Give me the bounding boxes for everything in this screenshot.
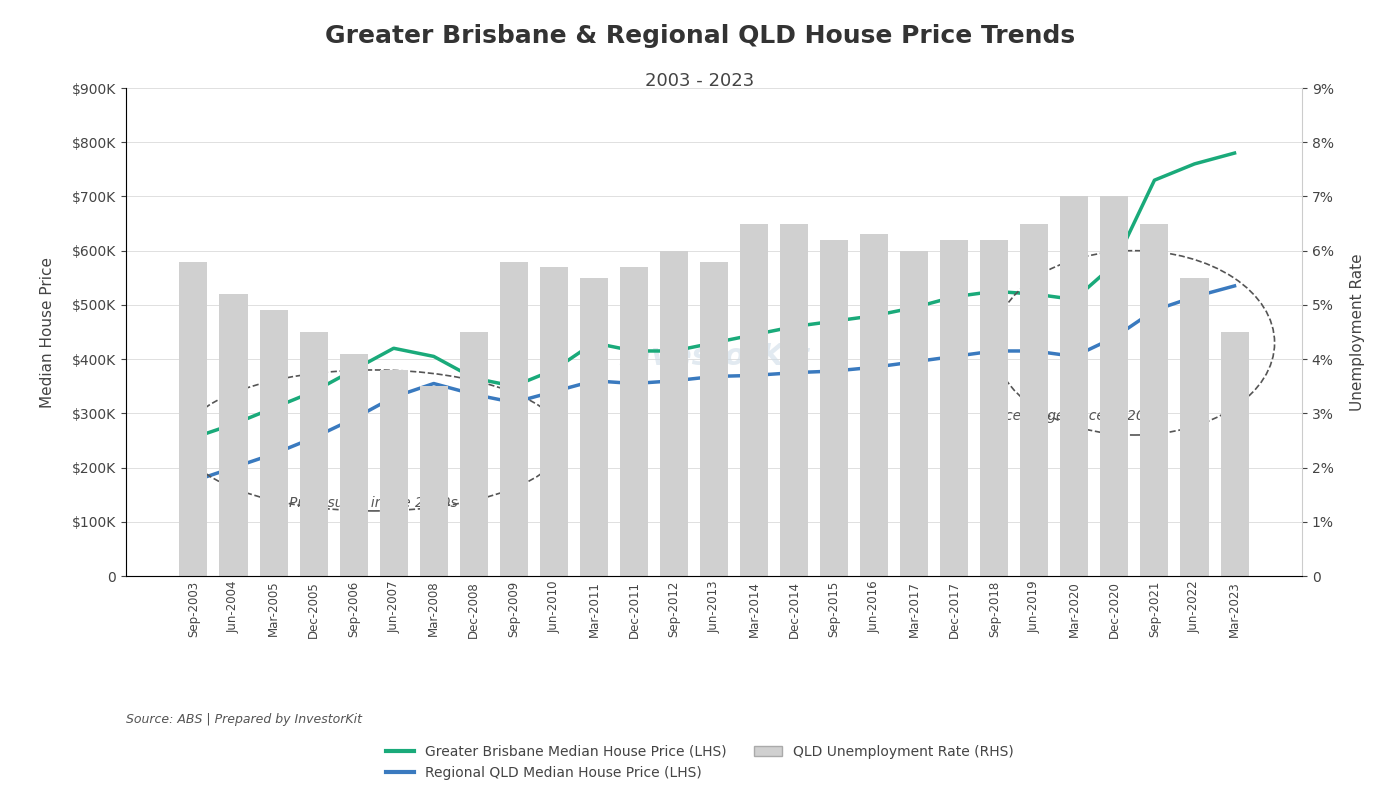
Greater Brisbane Median House Price (LHS) (225, 419, 242, 429)
Greater Brisbane Median House Price (LHS) (505, 382, 522, 391)
Regional QLD Median House Price (LHS) (986, 346, 1002, 356)
Greater Brisbane Median House Price (LHS) (426, 352, 442, 362)
Regional QLD Median House Price (LHS) (346, 414, 363, 423)
Regional QLD Median House Price (LHS) (706, 372, 722, 382)
Text: InvestorKit: InvestorKit (619, 342, 809, 371)
Greater Brisbane Median House Price (LHS) (305, 387, 322, 397)
Bar (1021, 223, 1049, 576)
Greater Brisbane Median House Price (LHS) (465, 374, 482, 383)
Greater Brisbane Median House Price (LHS) (826, 316, 843, 326)
Y-axis label: Unemployment Rate: Unemployment Rate (1351, 253, 1365, 411)
Greater Brisbane Median House Price (LHS) (906, 303, 923, 313)
Bar (179, 262, 207, 576)
Greater Brisbane Median House Price (LHS) (185, 433, 202, 442)
Greater Brisbane Median House Price (LHS) (346, 365, 363, 374)
Regional QLD Median House Price (LHS) (1147, 306, 1163, 315)
Bar (379, 370, 407, 576)
Regional QLD Median House Price (LHS) (865, 362, 882, 372)
Bar (1060, 197, 1088, 576)
Greater Brisbane Median House Price (LHS) (986, 286, 1002, 296)
Regional QLD Median House Price (LHS) (826, 366, 843, 376)
Greater Brisbane Median House Price (LHS) (1026, 290, 1043, 299)
Text: Source: ABS | Prepared by InvestorKit: Source: ABS | Prepared by InvestorKit (126, 713, 363, 726)
Bar (980, 240, 1008, 576)
Bar (580, 278, 608, 576)
Text: Price surge in the 2000s: Price surge in the 2000s (290, 496, 458, 510)
Bar (259, 310, 287, 576)
Text: Price surge since 2020: Price surge since 2020 (987, 409, 1145, 423)
Greater Brisbane Median House Price (LHS) (665, 346, 682, 356)
Regional QLD Median House Price (LHS) (1065, 352, 1082, 362)
Regional QLD Median House Price (LHS) (626, 378, 643, 388)
Regional QLD Median House Price (LHS) (665, 376, 682, 386)
Bar (620, 267, 648, 576)
Bar (780, 223, 808, 576)
Regional QLD Median House Price (LHS) (265, 450, 281, 459)
Greater Brisbane Median House Price (LHS) (865, 311, 882, 321)
Bar (860, 234, 888, 576)
Regional QLD Median House Price (LHS) (546, 387, 563, 397)
Regional QLD Median House Price (LHS) (746, 370, 763, 380)
Greater Brisbane Median House Price (LHS) (385, 343, 402, 353)
Bar (659, 250, 687, 576)
Bar (900, 250, 928, 576)
Greater Brisbane Median House Price (LHS) (1226, 148, 1243, 158)
Greater Brisbane Median House Price (LHS) (1065, 294, 1082, 304)
Greater Brisbane Median House Price (LHS) (1106, 259, 1123, 269)
Regional QLD Median House Price (LHS) (505, 398, 522, 407)
Bar (741, 223, 769, 576)
Bar (1221, 332, 1249, 576)
Regional QLD Median House Price (LHS) (1226, 281, 1243, 290)
Bar (540, 267, 568, 576)
Greater Brisbane Median House Price (LHS) (626, 346, 643, 356)
Line: Greater Brisbane Median House Price (LHS): Greater Brisbane Median House Price (LHS… (193, 153, 1235, 438)
Legend: Greater Brisbane Median House Price (LHS), Regional QLD Median House Price (LHS): Greater Brisbane Median House Price (LHS… (381, 739, 1019, 785)
Bar (820, 240, 848, 576)
Greater Brisbane Median House Price (LHS) (946, 292, 963, 302)
Greater Brisbane Median House Price (LHS) (585, 338, 602, 348)
Regional QLD Median House Price (LHS) (1026, 346, 1043, 356)
Regional QLD Median House Price (LHS) (385, 392, 402, 402)
Regional QLD Median House Price (LHS) (225, 462, 242, 472)
Greater Brisbane Median House Price (LHS) (1186, 159, 1203, 169)
Greater Brisbane Median House Price (LHS) (746, 330, 763, 339)
Bar (340, 354, 368, 576)
Y-axis label: Median House Price: Median House Price (41, 257, 56, 407)
Text: 2003 - 2023: 2003 - 2023 (645, 72, 755, 90)
Greater Brisbane Median House Price (LHS) (546, 365, 563, 374)
Bar (300, 332, 328, 576)
Bar (1180, 278, 1208, 576)
Bar (459, 332, 487, 576)
Bar (500, 262, 528, 576)
Bar (420, 386, 448, 576)
Regional QLD Median House Price (LHS) (185, 476, 202, 486)
Text: Greater Brisbane & Regional QLD House Price Trends: Greater Brisbane & Regional QLD House Pr… (325, 24, 1075, 48)
Greater Brisbane Median House Price (LHS) (1147, 175, 1163, 185)
Regional QLD Median House Price (LHS) (906, 357, 923, 366)
Bar (1100, 197, 1128, 576)
Regional QLD Median House Price (LHS) (1106, 333, 1123, 342)
Greater Brisbane Median House Price (LHS) (706, 338, 722, 348)
Regional QLD Median House Price (LHS) (465, 390, 482, 399)
Bar (700, 262, 728, 576)
Line: Regional QLD Median House Price (LHS): Regional QLD Median House Price (LHS) (193, 286, 1235, 481)
Regional QLD Median House Price (LHS) (785, 368, 802, 378)
Bar (220, 294, 248, 576)
Regional QLD Median House Price (LHS) (426, 378, 442, 388)
Bar (941, 240, 969, 576)
Regional QLD Median House Price (LHS) (1186, 292, 1203, 302)
Greater Brisbane Median House Price (LHS) (785, 322, 802, 331)
Regional QLD Median House Price (LHS) (305, 433, 322, 442)
Regional QLD Median House Price (LHS) (585, 376, 602, 386)
Regional QLD Median House Price (LHS) (946, 352, 963, 362)
Bar (1141, 223, 1169, 576)
Greater Brisbane Median House Price (LHS) (265, 403, 281, 413)
